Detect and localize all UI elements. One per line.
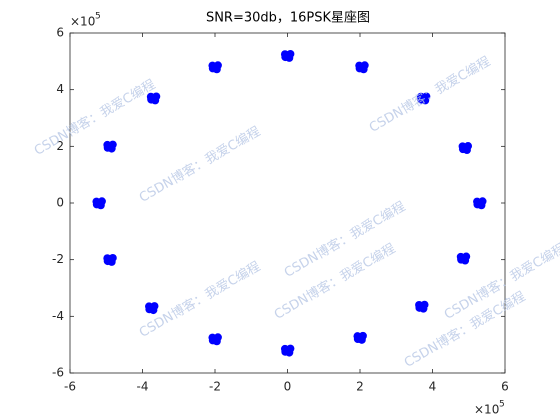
point: [458, 145, 467, 154]
x-tick-label: -4: [137, 380, 149, 394]
point: [145, 305, 154, 314]
point: [355, 64, 364, 73]
y-tick-label: 2: [56, 139, 64, 153]
y-exponent-base: ×10: [70, 15, 95, 29]
point: [208, 64, 217, 73]
point: [473, 200, 482, 209]
y-tick-label: 4: [56, 82, 64, 96]
y-tick-label: -2: [52, 252, 64, 266]
point: [281, 53, 290, 62]
y-tick-label: -4: [52, 309, 64, 323]
x-tick-label: 4: [429, 380, 437, 394]
x-tick-label: -2: [209, 380, 221, 394]
point: [353, 335, 362, 343]
point: [147, 95, 156, 104]
point: [208, 336, 217, 345]
y-exponent-power: 5: [95, 12, 101, 22]
x-exponent-power: 5: [499, 400, 505, 410]
x-exponent-base: ×10: [474, 403, 499, 417]
y-tick-label: 6: [56, 26, 64, 40]
point: [417, 95, 426, 104]
x-tick-label: -6: [64, 380, 76, 394]
point: [415, 303, 424, 312]
point: [281, 347, 290, 356]
y-tick-label: -6: [52, 366, 64, 380]
x-tick-label: 6: [501, 380, 509, 394]
x-tick-label: 0: [284, 380, 292, 394]
point: [92, 200, 101, 209]
point: [103, 143, 112, 152]
chart-title: SNR=30db，16PSK星座图: [206, 11, 370, 26]
x-tick-label: 2: [356, 380, 364, 394]
y-tick-label: 0: [56, 196, 64, 210]
point: [103, 257, 112, 266]
point: [457, 255, 466, 264]
